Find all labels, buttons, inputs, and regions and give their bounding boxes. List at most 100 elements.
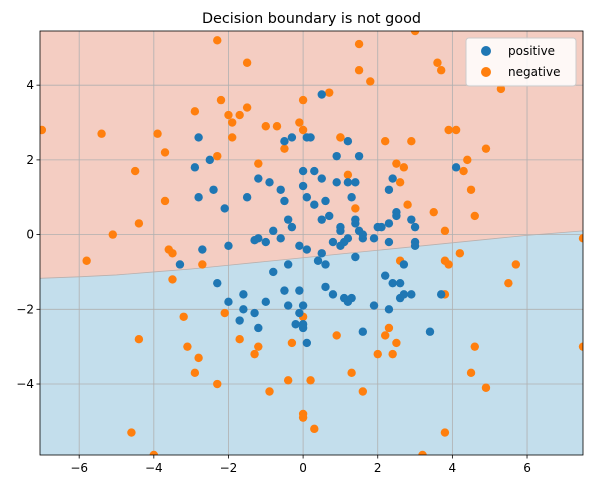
point-negative xyxy=(470,211,479,221)
point-positive xyxy=(220,204,229,213)
point-positive xyxy=(347,293,356,303)
point-positive xyxy=(283,301,293,310)
point-negative xyxy=(265,387,274,396)
point-negative xyxy=(440,428,450,437)
point-positive xyxy=(358,230,368,239)
point-negative xyxy=(429,207,438,217)
point-positive xyxy=(298,166,308,176)
y-axis: −4 −2 0 2 4 xyxy=(16,78,40,391)
point-positive xyxy=(313,256,323,265)
point-positive xyxy=(351,252,360,262)
point-negative xyxy=(433,58,442,67)
point-positive xyxy=(194,133,203,142)
x-tick-label: 2 xyxy=(374,461,382,475)
point-negative xyxy=(436,66,446,75)
point-positive xyxy=(261,297,270,307)
point-negative xyxy=(463,155,472,165)
x-axis: −6 −4 −2 0 2 4 6 xyxy=(70,455,531,475)
point-negative xyxy=(179,312,188,321)
point-negative xyxy=(332,331,341,340)
point-negative xyxy=(354,66,364,75)
legend-frame xyxy=(465,37,577,87)
point-negative xyxy=(235,334,244,344)
point-negative xyxy=(168,275,177,284)
point-positive xyxy=(384,305,394,314)
point-positive xyxy=(325,211,334,221)
point-positive xyxy=(343,137,353,146)
point-positive xyxy=(194,193,203,202)
point-negative xyxy=(40,125,47,135)
point-negative xyxy=(254,159,263,168)
point-positive xyxy=(265,178,274,187)
point-positive xyxy=(269,226,278,236)
x-tick-label: 0 xyxy=(299,461,307,475)
point-positive xyxy=(283,215,293,224)
plot-area xyxy=(40,31,583,455)
point-negative xyxy=(399,163,409,172)
point-negative xyxy=(381,331,390,340)
point-positive xyxy=(332,178,341,187)
y-tick-label: −4 xyxy=(16,377,34,391)
point-positive xyxy=(388,174,397,183)
point-negative xyxy=(127,428,136,437)
point-positive xyxy=(310,166,319,176)
point-negative xyxy=(160,148,170,157)
point-negative xyxy=(466,368,476,378)
point-negative xyxy=(149,450,159,455)
point-positive xyxy=(451,163,461,172)
point-positive xyxy=(407,215,416,224)
point-negative xyxy=(298,95,308,105)
point-positive xyxy=(239,290,248,299)
point-positive xyxy=(399,290,409,299)
point-positive xyxy=(295,241,304,251)
point-negative xyxy=(578,234,583,243)
point-negative xyxy=(481,383,491,392)
point-negative xyxy=(283,376,293,385)
y-tick-label: 2 xyxy=(26,153,34,167)
point-positive xyxy=(209,185,218,194)
point-positive xyxy=(395,278,405,288)
point-negative xyxy=(496,84,506,94)
point-negative xyxy=(470,342,479,351)
point-negative xyxy=(97,129,106,138)
point-negative xyxy=(395,178,405,187)
point-positive xyxy=(336,241,345,251)
point-positive xyxy=(328,290,338,299)
point-negative xyxy=(242,58,252,67)
positive-points xyxy=(175,90,461,348)
point-positive xyxy=(321,196,330,206)
legend-label-positive: positive xyxy=(508,44,555,58)
point-negative xyxy=(455,249,465,258)
x-tick-label: 6 xyxy=(523,461,531,475)
point-negative xyxy=(381,137,390,146)
point-negative xyxy=(198,260,207,269)
point-negative xyxy=(325,88,334,97)
point-negative xyxy=(481,144,491,153)
point-negative xyxy=(224,110,233,120)
point-negative xyxy=(134,334,144,344)
point-positive xyxy=(328,237,338,247)
point-negative xyxy=(407,137,416,146)
point-negative xyxy=(287,338,297,348)
point-negative xyxy=(272,122,282,131)
point-negative xyxy=(298,125,308,135)
point-negative xyxy=(190,368,200,378)
point-negative xyxy=(459,166,468,176)
point-negative xyxy=(347,368,356,378)
point-positive xyxy=(276,185,285,194)
point-negative xyxy=(306,376,315,385)
point-positive xyxy=(373,222,382,232)
point-positive xyxy=(332,151,341,161)
point-negative xyxy=(343,170,353,180)
point-positive xyxy=(410,222,420,232)
point-positive xyxy=(250,235,259,245)
point-positive xyxy=(358,327,368,336)
point-negative xyxy=(280,144,289,153)
x-tick-label: −6 xyxy=(70,461,88,475)
point-negative xyxy=(440,226,450,236)
point-negative xyxy=(336,133,345,142)
point-positive xyxy=(239,305,248,314)
x-tick-label: 4 xyxy=(449,461,457,475)
point-positive xyxy=(298,320,308,329)
point-positive xyxy=(254,323,263,333)
